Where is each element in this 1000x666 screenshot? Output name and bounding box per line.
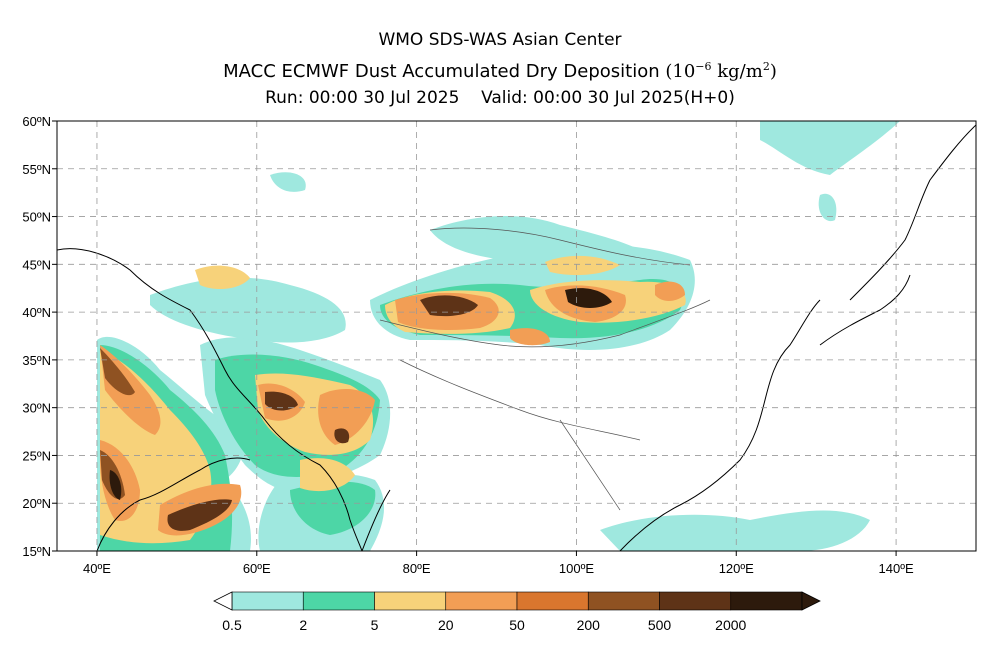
dust-deposition-field	[97, 121, 900, 551]
colorbar-high-arrow	[801, 591, 821, 611]
colorbar-swatch	[445, 591, 518, 611]
dust-core-oman	[167, 499, 232, 531]
units: (10−6 kg/m2)	[665, 60, 777, 82]
colorbar-swatch	[587, 591, 660, 611]
colorbar-label: 2000	[715, 617, 746, 633]
colorbar-label: 0.5	[222, 617, 242, 633]
product-title-text: MACC ECMWF Dust Accumulated Dry Depositi…	[223, 61, 660, 82]
colorbar-swatch	[659, 591, 732, 611]
dust-orange-lopnur	[510, 328, 550, 346]
center-name: WMO SDS-WAS Asian Center	[378, 30, 622, 50]
lon-tick-label: 120ºE	[719, 561, 754, 576]
colorbar-label: 5	[371, 617, 379, 633]
colorbar-swatch	[302, 591, 375, 611]
dust-region-scatter-north	[270, 172, 306, 192]
dust-core-gobi	[565, 288, 612, 308]
colorbar: 0.5 2 5 20 50 200 500 2000	[213, 591, 821, 633]
lon-tick-label: 40ºE	[83, 561, 111, 576]
lat-tick-label: 30ºN	[22, 401, 51, 416]
run-valid-line: Run: 00:00 30 Jul 2025 Valid: 00:00 30 J…	[0, 88, 1000, 108]
lon-tick-label: 140ºE	[879, 561, 914, 576]
dust-core-arabia-mid	[109, 470, 122, 500]
dust-core-pakistan	[334, 428, 350, 444]
lat-tick-label: 35ºN	[22, 353, 51, 368]
lat-tick-label: 40ºN	[22, 305, 51, 320]
dust-region-bay-of-bengal	[600, 510, 870, 551]
dust-core-taklimakan	[420, 295, 478, 317]
colorbar-swatch	[374, 591, 447, 611]
lon-tick-label: 60ºE	[243, 561, 271, 576]
colorbar-low-arrow	[213, 591, 233, 611]
lat-tick-label: 55ºN	[22, 162, 51, 177]
colorbar-swatch	[516, 591, 589, 611]
lon-tick-label: 100ºE	[559, 561, 594, 576]
lat-tick-label: 45ºN	[22, 257, 51, 272]
dust-core-arabia-north	[100, 348, 135, 396]
lat-tick-label: 15ºN	[22, 544, 51, 559]
valid-time: Valid: 00:00 30 Jul 2025(H+0)	[481, 88, 735, 108]
country-borders	[379, 227, 711, 511]
colorbar-swatch	[730, 591, 803, 611]
dust-region-central-asia	[150, 277, 346, 343]
dust-yellow-thar	[300, 458, 355, 492]
dust-orange-pakistan	[318, 388, 375, 445]
dust-orange-ne	[655, 281, 685, 301]
colorbar-label: 200	[577, 617, 601, 633]
dust-core-afghan	[265, 391, 298, 411]
gridlines	[57, 121, 976, 551]
map-frame	[56, 120, 977, 552]
coastlines	[57, 124, 976, 551]
dust-green-india	[290, 481, 376, 535]
colorbar-label: 50	[509, 617, 525, 633]
colorbar-label: 2	[299, 617, 307, 633]
product-title: MACC ECMWF Dust Accumulated Dry Depositi…	[0, 60, 1000, 82]
map-area	[57, 121, 976, 551]
lat-tick-label: 20ºN	[22, 496, 51, 511]
axis-ticks: 15ºN 20ºN 25ºN 30ºN 35ºN 40ºN 45ºN 50ºN 55ºN 60ºN…	[22, 114, 914, 576]
dust-region-siberia-ne	[760, 121, 900, 175]
lat-tick-label: 60ºN	[22, 114, 51, 129]
colorbar-label: 20	[438, 617, 454, 633]
lat-tick-label: 50ºN	[22, 210, 51, 225]
colorbar-label: 500	[648, 617, 672, 633]
dust-region-scatter-east	[818, 193, 837, 222]
dust-yellow-kazakh	[195, 265, 250, 290]
lat-tick-label: 25ºN	[22, 448, 51, 463]
dust-yellow-gobi-north	[545, 255, 620, 276]
colorbar-swatch	[231, 591, 304, 611]
run-time: Run: 00:00 30 Jul 2025	[265, 88, 460, 108]
lon-tick-label: 80ºE	[403, 561, 431, 576]
